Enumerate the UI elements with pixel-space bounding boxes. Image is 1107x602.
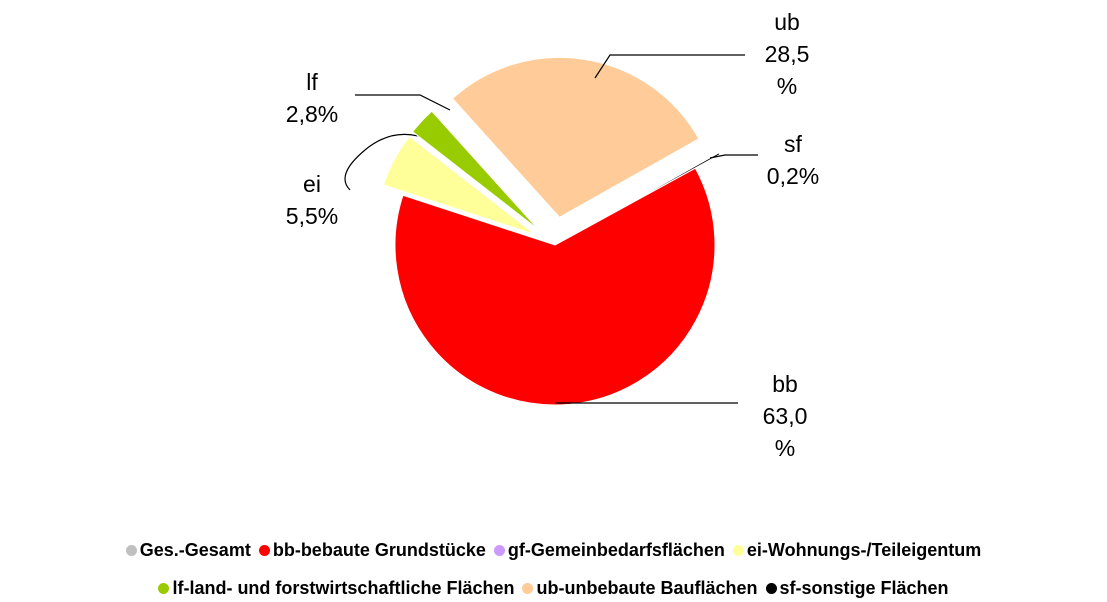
label-line: % (777, 73, 797, 99)
pie-slice (579, 152, 721, 232)
legend-label: gf-Gemeinbedarfsflächen (507, 540, 725, 560)
legend-marker (765, 583, 777, 594)
legend-item: Ges.-Gesamt (125, 540, 251, 560)
slice-category: lf (306, 69, 318, 95)
legend-item: gf-Gemeinbedarfsflächen (493, 540, 725, 560)
pie-slice (394, 167, 716, 406)
legend-item: ub-unbebaute Bauflächen (522, 578, 758, 598)
slice-category: ei (303, 171, 321, 197)
slice-value-label: 0,2% (767, 163, 819, 189)
pie-slice (382, 135, 536, 236)
pie-slice (411, 110, 540, 231)
legend-label: ub-unbebaute Bauflächen (536, 578, 758, 598)
slice-category: ub (774, 9, 800, 35)
leader-line (594, 54, 745, 79)
legend-marker (522, 583, 534, 594)
legend-label: lf-land- und forstwirtschaftliche Fläche… (172, 578, 515, 598)
legend-label: ei-Wohnungs-/Teileigentum (746, 540, 982, 560)
slice-value-label: 63,0% (763, 403, 808, 461)
legend-marker (732, 545, 744, 556)
legend-item: lf-land- und forstwirtschaftliche Fläche… (158, 578, 514, 598)
legend-item: ei-Wohnungs-/Teileigentum (732, 540, 982, 560)
pie-slice (451, 56, 700, 218)
label-line: % (775, 435, 795, 461)
slice-value-label: 2,8% (286, 101, 338, 127)
legend-marker (493, 545, 505, 556)
label-line: 63,0 (763, 403, 808, 429)
legend-marker (158, 583, 170, 594)
legend-marker (258, 545, 270, 556)
legend-label: bb-bebaute Grundstücke (272, 540, 486, 560)
label-line: 28,5 (765, 41, 810, 67)
legend-item: bb-bebaute Grundstücke (258, 540, 486, 560)
slice-category: sf (784, 131, 803, 157)
slice-value-label: 28,5% (765, 41, 810, 99)
legend: Ges.-Gesamt bb-bebaute Grundstücke gf-Geme… (0, 531, 1107, 602)
legend-label: sf-sonstige Flächen (779, 578, 949, 598)
legend-item: sf-sonstige Flächen (765, 578, 949, 598)
chart: bb 63,0 % ei 5,5% lf 2,8% ub 28,5 % sf 0,2% (286, 9, 819, 461)
legend-marker (125, 545, 137, 556)
legend-label: Ges.-Gesamt (139, 540, 251, 560)
leader-line (344, 133, 431, 191)
leader-line (709, 154, 758, 159)
leader-line (355, 94, 451, 111)
slice-value-label: 5,5% (286, 203, 338, 229)
slice-category: bb (772, 371, 798, 397)
